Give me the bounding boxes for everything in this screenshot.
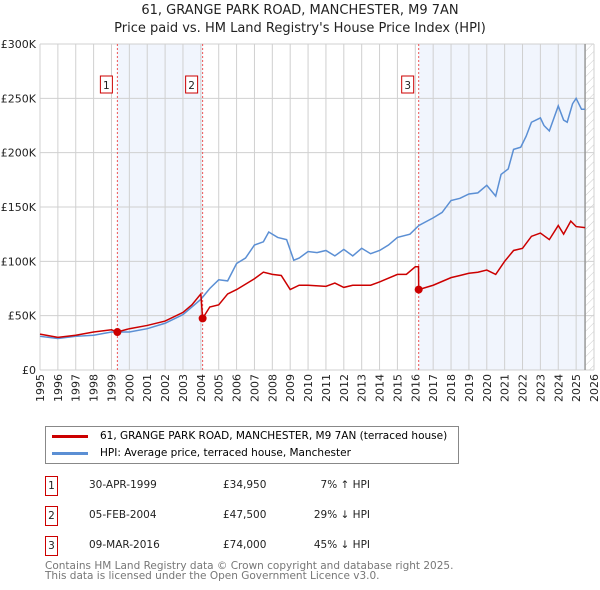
x-tick-label: 2022 bbox=[517, 374, 530, 402]
sale-date: 05-FEB-2004 bbox=[89, 509, 157, 521]
x-tick-label: 2012 bbox=[338, 374, 351, 402]
legend-label-property: 61, GRANGE PARK ROAD, MANCHESTER, M9 7AN… bbox=[100, 430, 448, 442]
y-tick-label: £250K bbox=[1, 92, 37, 105]
sale-marker-badge bbox=[99, 75, 113, 94]
x-tick-label: 2024 bbox=[552, 374, 565, 402]
x-tick-label: 2009 bbox=[284, 374, 297, 402]
sale-price: £34,950 bbox=[223, 479, 267, 491]
sale-row: 2 05-FEB-2004 £47,500 29% ↓ HPI bbox=[45, 506, 405, 526]
y-tick-label: £100K bbox=[1, 255, 37, 268]
x-tick-label: 2019 bbox=[463, 374, 476, 402]
x-tick-label: 2021 bbox=[499, 374, 512, 402]
footer-line-1: Contains HM Land Registry data © Crown c… bbox=[45, 560, 454, 572]
x-tick-label: 2025 bbox=[570, 374, 583, 402]
y-tick-label: £50K bbox=[8, 310, 37, 323]
x-tick-label: 2000 bbox=[123, 374, 136, 402]
x-tick-label: 1996 bbox=[52, 374, 65, 402]
sale-hpi-diff: 7% ↑ HPI bbox=[320, 479, 370, 491]
x-tick-label: 2023 bbox=[534, 374, 547, 402]
x-tick-label: 1995 bbox=[34, 374, 47, 402]
sale-marker-label: 1 bbox=[103, 80, 110, 92]
x-tick-label: 2001 bbox=[141, 374, 154, 402]
legend: 61, GRANGE PARK ROAD, MANCHESTER, M9 7AN… bbox=[45, 426, 459, 464]
x-tick-label: 2007 bbox=[248, 374, 261, 402]
sale-row: 3 09-MAR-2016 £74,000 45% ↓ HPI bbox=[45, 536, 405, 556]
sale-date: 30-APR-1999 bbox=[89, 479, 157, 491]
y-tick-label: £0 bbox=[22, 364, 36, 377]
y-tick-label: £200K bbox=[1, 147, 37, 160]
legend-swatch-hpi bbox=[52, 451, 88, 455]
sale-badge: 3 bbox=[45, 536, 58, 556]
x-tick-label: 2013 bbox=[356, 374, 369, 402]
legend-swatch-property bbox=[52, 434, 88, 438]
sale-hpi-diff: 29% ↓ HPI bbox=[313, 509, 370, 521]
x-tick-label: 2014 bbox=[374, 374, 387, 402]
x-tick-label: 2011 bbox=[320, 374, 333, 402]
x-tick-label: 2004 bbox=[195, 374, 208, 402]
chart-title: 61, GRANGE PARK ROAD, MANCHESTER, M9 7AN bbox=[141, 3, 459, 18]
x-tick-label: 1997 bbox=[70, 374, 83, 402]
sale-badge: 2 bbox=[45, 506, 58, 526]
x-tick-label: 2008 bbox=[266, 374, 279, 402]
sale-point bbox=[113, 328, 122, 337]
x-tick-label: 2003 bbox=[177, 374, 190, 402]
footer: Contains HM Land Registry data © Crown c… bbox=[45, 560, 454, 582]
sale-marker-badge bbox=[185, 75, 199, 94]
sale-price: £74,000 bbox=[223, 539, 267, 551]
x-tick-label: 2005 bbox=[213, 374, 226, 402]
sale-badge: 1 bbox=[45, 476, 58, 496]
footer-line-2: This data is licensed under the Open Gov… bbox=[45, 570, 380, 582]
x-tick-label: 2017 bbox=[427, 374, 440, 402]
sale-price: £47,500 bbox=[223, 509, 267, 521]
x-tick-label: 2026 bbox=[588, 374, 600, 402]
x-tick-label: 2010 bbox=[302, 374, 315, 402]
sale-date: 09-MAR-2016 bbox=[89, 539, 160, 551]
plot-area: 1995 1996 1997 1998 1999 2000 2001 2002 2003 2004… bbox=[1, 38, 600, 402]
sale-marker-label: 3 bbox=[404, 80, 411, 92]
sale-hpi-diff: 45% ↓ HPI bbox=[313, 539, 370, 551]
sale-marker-badge bbox=[401, 75, 415, 94]
sale-point bbox=[414, 285, 423, 294]
x-tick-label: 1998 bbox=[88, 374, 101, 402]
y-tick-label: £150K bbox=[1, 201, 37, 214]
chart-subtitle: Price paid vs. HM Land Registry's House … bbox=[114, 21, 486, 36]
y-tick-label: £300K bbox=[1, 38, 37, 51]
sale-point bbox=[198, 314, 207, 323]
x-tick-label: 1999 bbox=[105, 374, 118, 402]
legend-label-hpi: HPI: Average price, terraced house, Manc… bbox=[100, 447, 351, 459]
x-tick-label: 2006 bbox=[231, 374, 244, 402]
x-tick-label: 2016 bbox=[409, 374, 422, 402]
x-tick-label: 2018 bbox=[445, 374, 458, 402]
x-tick-label: 2020 bbox=[481, 374, 494, 402]
sale-row: 1 30-APR-1999 £34,950 7% ↑ HPI bbox=[45, 476, 405, 496]
sale-marker-label: 2 bbox=[188, 80, 195, 92]
property-price-line bbox=[39, 219, 586, 339]
x-tick-label: 2015 bbox=[391, 374, 404, 402]
x-tick-label: 2002 bbox=[159, 374, 172, 402]
hpi-line bbox=[39, 96, 586, 340]
